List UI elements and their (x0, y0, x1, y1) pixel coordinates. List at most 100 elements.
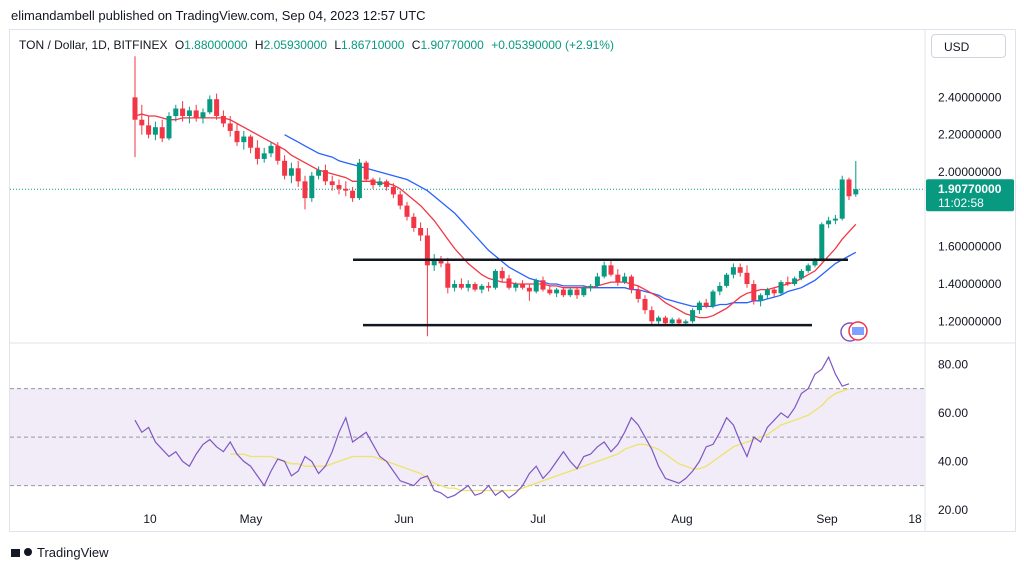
candle (792, 276, 798, 286)
candle-body (751, 284, 757, 301)
candle (479, 284, 485, 294)
candle-body (656, 317, 662, 322)
candle-body (764, 289, 770, 296)
candle (418, 222, 424, 242)
chart-frame (9, 29, 1016, 532)
candle-body (635, 289, 641, 299)
open-value: 1.88000000 (184, 38, 248, 52)
candle (554, 287, 560, 298)
candle (547, 285, 553, 296)
candle-body (826, 220, 832, 225)
candle-body (370, 179, 376, 186)
candle-body (846, 179, 852, 197)
candle-body (513, 284, 519, 288)
candle (764, 287, 770, 299)
candle (180, 101, 186, 122)
candle-body (567, 289, 573, 296)
candle (758, 293, 764, 307)
candle-body (737, 267, 743, 273)
candle-body (792, 278, 798, 284)
candle (377, 177, 383, 187)
candle (601, 261, 607, 279)
candle-body (438, 259, 444, 264)
price-tick-label: 2.00000000 (938, 165, 1002, 179)
candle (520, 280, 526, 290)
candle (832, 214, 838, 225)
candle-body (798, 270, 804, 279)
candle-body (642, 298, 648, 311)
candle (431, 254, 437, 271)
candle (690, 308, 696, 324)
candle (656, 315, 662, 326)
candle-body (397, 194, 403, 206)
candle-body (356, 162, 362, 199)
candle (363, 160, 369, 182)
candle (166, 112, 172, 141)
candle (785, 276, 791, 286)
candle (309, 172, 315, 202)
candle (445, 257, 451, 294)
candle-body (248, 136, 254, 148)
candle (438, 256, 444, 268)
price-tick-label: 1.60000000 (938, 240, 1002, 254)
tradingview-brand[interactable]: TradingView (11, 545, 109, 560)
candle-body (377, 181, 383, 186)
candle (411, 213, 417, 232)
candle-body (594, 276, 600, 286)
candle (737, 263, 743, 277)
candle (533, 278, 539, 294)
candle (295, 160, 301, 187)
candle (146, 116, 152, 139)
candle (710, 289, 716, 309)
candle (513, 282, 519, 292)
brand-label: TradingView (37, 545, 109, 560)
time-tick-label: 18 (908, 512, 922, 526)
candle-body (683, 321, 689, 324)
candle (404, 201, 410, 221)
symbol-title: TON / Dollar, 1D, BITFINEX (19, 38, 168, 52)
candle (336, 179, 342, 195)
candle-body (839, 179, 845, 219)
currency-button[interactable]: USD (931, 34, 1006, 58)
high-label: H (254, 38, 264, 52)
candle (282, 155, 288, 180)
candle (458, 278, 464, 290)
candle-body (452, 284, 458, 288)
candle (465, 280, 471, 292)
candle-body (622, 276, 628, 283)
candle-body (234, 130, 240, 143)
candle-body (350, 190, 356, 199)
candle-body (336, 185, 342, 189)
candle-body (268, 145, 274, 154)
candle-body (608, 265, 614, 275)
candle-body (390, 186, 396, 195)
candle (499, 267, 505, 283)
candle-body (186, 110, 192, 116)
candle (486, 282, 492, 292)
candle (771, 287, 777, 298)
candle (193, 104, 199, 122)
price-tick-label: 1.20000000 (938, 314, 1002, 328)
ma-slow-line (284, 134, 857, 308)
candle-body (690, 310, 696, 322)
candle-body (173, 108, 179, 116)
candle (567, 287, 573, 298)
candle (560, 287, 566, 298)
low-value: 1.86710000 (341, 38, 405, 52)
candle-body (302, 181, 308, 199)
candle-body (540, 280, 546, 290)
candle-body (282, 160, 288, 176)
candle-body (214, 99, 220, 116)
candle (139, 104, 145, 135)
candle (839, 175, 845, 221)
candle (227, 116, 233, 137)
candle-body (662, 317, 668, 324)
candle-body (724, 274, 730, 286)
candle-body (227, 123, 233, 131)
candle-body (207, 99, 213, 113)
candle (805, 263, 811, 273)
candle-body (696, 302, 702, 311)
candle (649, 306, 655, 326)
candle (703, 298, 709, 309)
